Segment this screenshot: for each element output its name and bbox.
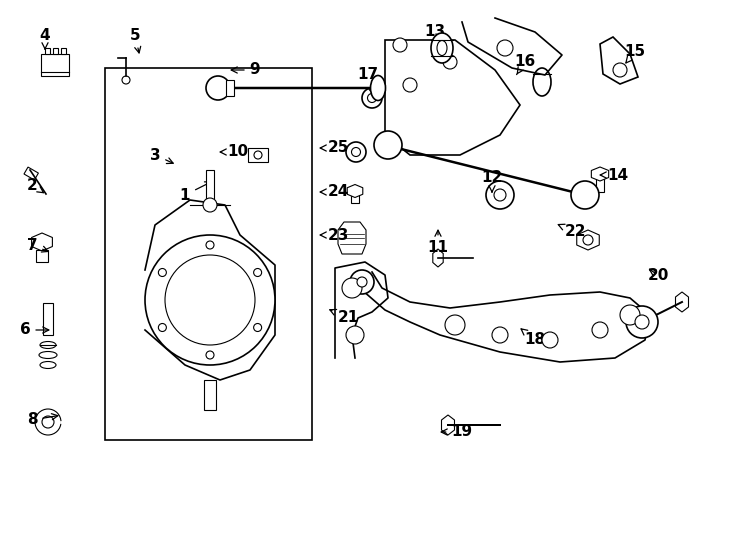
Polygon shape [600,37,638,84]
Circle shape [346,142,366,162]
Circle shape [350,270,374,294]
Bar [226,80,234,96]
Ellipse shape [40,361,56,368]
Circle shape [352,147,360,157]
Text: 18: 18 [521,329,545,348]
Circle shape [254,323,261,332]
Text: 7: 7 [26,238,48,253]
Ellipse shape [533,68,551,96]
Circle shape [635,315,649,329]
Ellipse shape [371,76,385,100]
Polygon shape [338,222,366,254]
Circle shape [542,332,558,348]
Circle shape [571,181,599,209]
Polygon shape [433,249,443,267]
Circle shape [342,278,362,298]
Text: 11: 11 [427,230,448,255]
Circle shape [494,189,506,201]
Text: 15: 15 [625,44,646,63]
Circle shape [492,327,508,343]
Text: 24: 24 [320,185,349,199]
Bar [43,303,53,335]
Circle shape [159,268,167,276]
Text: 3: 3 [150,147,173,164]
Text: 5: 5 [130,28,141,53]
Circle shape [497,40,513,56]
Bar [24,167,38,180]
Text: 23: 23 [320,227,349,242]
Bar [60,48,65,54]
Text: 17: 17 [357,68,379,93]
Circle shape [206,351,214,359]
Text: 22: 22 [558,224,586,240]
Circle shape [368,93,377,103]
Text: 21: 21 [330,309,359,326]
Polygon shape [675,292,688,312]
Circle shape [254,151,262,159]
Circle shape [35,409,61,435]
Bar [45,48,49,54]
Circle shape [165,255,255,345]
Text: 25: 25 [320,140,349,156]
Bar [248,148,268,162]
Polygon shape [577,230,599,250]
Bar [351,191,359,203]
Polygon shape [32,233,52,251]
Polygon shape [358,272,650,362]
Circle shape [206,76,230,100]
Bar [53,48,57,54]
Text: 4: 4 [40,28,51,49]
Text: 12: 12 [482,171,503,192]
Polygon shape [347,185,363,198]
Circle shape [122,76,130,84]
Bar [36,250,48,262]
Circle shape [145,235,275,365]
Text: 9: 9 [231,63,261,78]
Circle shape [206,241,214,249]
Circle shape [583,235,593,245]
Bar [206,170,214,205]
Text: 14: 14 [600,167,628,183]
Text: 6: 6 [20,322,49,338]
Circle shape [626,306,658,338]
Ellipse shape [39,352,57,359]
Ellipse shape [431,33,453,63]
Circle shape [592,322,608,338]
Bar [41,54,69,76]
Ellipse shape [40,341,56,348]
Circle shape [403,78,417,92]
Polygon shape [335,262,388,358]
Circle shape [159,323,167,332]
Ellipse shape [437,40,447,56]
Text: 19: 19 [441,424,473,440]
Circle shape [374,131,402,159]
Bar [204,380,216,410]
Bar [596,174,604,192]
Circle shape [346,326,364,344]
Circle shape [254,268,261,276]
Circle shape [357,277,367,287]
Polygon shape [592,167,608,181]
Circle shape [620,305,640,325]
Circle shape [486,181,514,209]
Text: 13: 13 [424,24,446,50]
Circle shape [613,63,627,77]
Text: 16: 16 [515,55,536,75]
Circle shape [443,55,457,69]
Text: 1: 1 [180,182,211,202]
Polygon shape [442,415,454,435]
Circle shape [393,38,407,52]
Text: 20: 20 [647,267,669,282]
Text: 2: 2 [26,178,43,193]
Circle shape [445,315,465,335]
Circle shape [42,416,54,428]
Circle shape [203,198,217,212]
Bar [105,68,312,440]
Text: 8: 8 [26,413,58,428]
Circle shape [362,88,382,108]
Polygon shape [385,40,520,155]
Polygon shape [462,18,562,75]
Text: 10: 10 [220,145,249,159]
